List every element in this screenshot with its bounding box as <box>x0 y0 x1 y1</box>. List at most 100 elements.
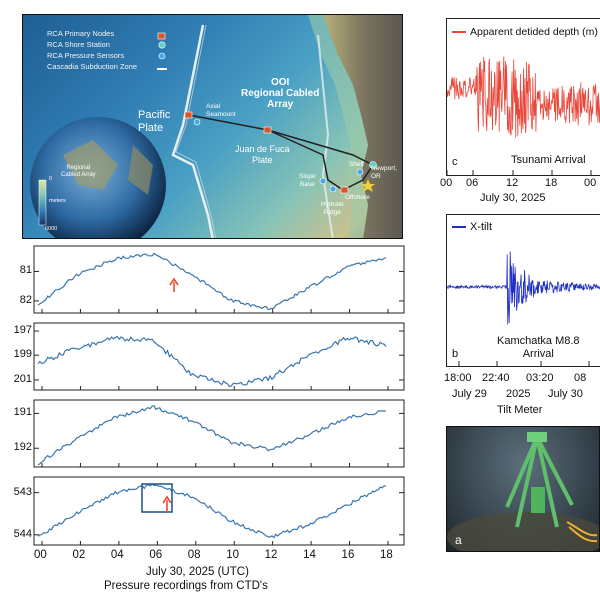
legend-subduction-zone: Cascadia Subduction Zone <box>47 62 138 71</box>
tilt-plot <box>446 251 600 366</box>
tsunami-panel-letter: c <box>452 156 458 168</box>
legend-shore-station: RCA Shore Station <box>47 40 110 49</box>
map-graphic <box>30 15 402 238</box>
tilt-xtick-date: July 29 <box>452 388 487 400</box>
primary-node-icon <box>157 32 166 40</box>
jdf-line-2: Plate <box>252 155 273 165</box>
pacific-line-2: Plate <box>138 122 164 134</box>
tripod-graphic <box>447 432 599 551</box>
shelf-label: Shelf <box>349 161 364 168</box>
colorbar-min: 0 <box>49 176 53 182</box>
axial-line-2: Seamount <box>206 111 236 118</box>
pressure-panel-frame <box>33 322 405 391</box>
tilt-panel-letter: b <box>452 348 459 360</box>
tsunami-legend: Apparent detided depth (m) <box>452 26 598 38</box>
axial-line-1: Axial <box>206 103 221 110</box>
hydrate-ridge-label: Hydrate Ridge <box>321 201 344 217</box>
pressure-series-line <box>37 335 387 388</box>
pacific-plate-label: Pacific Plate <box>138 109 170 135</box>
tilt-caption: Tilt Meter <box>497 404 543 416</box>
tsunami-xtick-label: 18 <box>545 177 558 189</box>
ooi-map: RCA Primary Nodes RCA Shore Station RCA … <box>22 14 403 239</box>
tsunami-marker-arrow <box>169 277 179 292</box>
pressure-ytick-label: 201 <box>13 372 32 385</box>
newport-line-2: OR <box>371 173 381 180</box>
map-title-line-1: OOI <box>271 77 290 88</box>
tilt-legend-swatch <box>452 226 466 229</box>
tsunami-xtick-label: 06 <box>466 177 479 189</box>
tilt-legend: X-tilt <box>452 221 492 233</box>
tilt-label-line-2: Arrival <box>522 348 554 360</box>
slope-line-1: Slope <box>299 173 316 180</box>
newport-label: Newport, OR <box>371 165 397 181</box>
pressure-xtick-label: 04 <box>110 549 124 561</box>
coastline-land <box>323 15 402 238</box>
pressure-series-line <box>37 252 387 311</box>
zoom-box <box>141 483 173 513</box>
pressure-ytick-label: 191 <box>13 406 32 419</box>
map-title-line-2: Regional Cabled <box>241 88 320 99</box>
shelf-shallows <box>308 15 368 238</box>
tilt-xtick-label: 03:20 <box>526 372 554 384</box>
slope-base-label: Slope Base <box>299 173 316 189</box>
pressure-caption: Pressure recordings from CTD's <box>104 580 268 592</box>
tilt-legend-label: X-tilt <box>470 221 492 233</box>
jdf-line-1: Juan de Fuca <box>235 144 290 154</box>
tilt-arrival-label: Kamchatka M8.8 Arrival <box>497 335 580 361</box>
tsunami-plot <box>446 56 600 175</box>
pressure-ytick-label: 199 <box>13 348 32 361</box>
colorbar-unit: meters <box>49 198 66 204</box>
jdf-plate-label: Juan de Fuca Plate <box>235 144 290 166</box>
pacific-line-1: Pacific <box>138 109 171 121</box>
slope-line-2: Base <box>299 181 315 188</box>
pressure-xtick-label: 06 <box>149 549 163 561</box>
hydrate-line-2: Ridge <box>323 209 341 216</box>
inset-line-2: Cabled Array <box>61 172 96 178</box>
offshore-label: Offshore <box>345 194 370 201</box>
tilt-xtick-label: 08 <box>574 372 587 384</box>
map-title: OOI Regional Cabled Array <box>241 77 319 110</box>
pressure-panel-frame <box>33 399 405 468</box>
hydrate-line-1: Hydrate <box>321 201 344 208</box>
tilt-xtick-date: 2025 <box>506 388 531 400</box>
tsunami-xtick-label: 00 <box>584 177 597 189</box>
tsunami-xlabel: July 30, 2025 <box>480 192 546 204</box>
tsunami-panel: Apparent detided depth (m) c Tsunami Arr… <box>446 18 600 176</box>
legend-primary-nodes: RCA Primary Nodes <box>47 29 115 38</box>
pressure-xtick-label: 14 <box>303 549 316 561</box>
tsunami-legend-swatch <box>452 31 466 34</box>
pressure-panel-frame <box>33 245 405 314</box>
pressure-ytick-label: 544 <box>13 527 32 540</box>
tsunami-xtick-label: 12 <box>506 177 519 189</box>
tilt-series-line <box>446 251 600 325</box>
pressure-xtick-label: 10 <box>226 549 240 561</box>
shore-station-icon <box>158 41 166 49</box>
pressure-ytick-label: 197 <box>13 324 32 337</box>
tilt-xtick-label: 22:40 <box>482 372 510 384</box>
pressure-xtick-label: 02 <box>72 549 86 561</box>
tilt-label-line-1: Kamchatka M8.8 <box>497 335 580 347</box>
newport-line-1: Newport, <box>371 165 398 172</box>
pressure-ytick-label: 192 <box>13 441 32 454</box>
pressure-series-line <box>37 483 387 539</box>
inset-label: Regional Cabled Array <box>61 165 96 179</box>
pressure-xtick-label: 16 <box>341 549 355 561</box>
pressure-panel-frame <box>33 476 405 546</box>
pressure-charts <box>33 245 405 546</box>
colorbar-max: 6000 <box>45 226 58 232</box>
pressure-series-line <box>37 405 387 466</box>
pressure-xlabel: July 30, 2025 (UTC) <box>146 566 249 578</box>
tilt-panel: X-tilt b Kamchatka M8.8 Arrival <box>446 214 600 367</box>
tsunami-legend-label: Apparent detided depth (m) <box>470 26 598 38</box>
tilt-meter-photo: a <box>446 426 600 552</box>
map-legend: RCA Primary Nodes RCA Shore Station RCA … <box>47 28 137 72</box>
photo-panel-letter: a <box>455 533 462 547</box>
pressure-xtick-label: 00 <box>34 549 47 561</box>
tilt-xtick-label: 18:00 <box>444 372 472 384</box>
axial-seamount-label: Axial Seamount <box>206 103 236 119</box>
tsunami-xtick-label: 00 <box>440 177 453 189</box>
axial-marker-arrow <box>162 495 172 512</box>
pressure-ytick-label: 81 <box>19 264 32 277</box>
pressure-xtick-label: 18 <box>380 549 393 561</box>
legend-pressure-sensors: RCA Pressure Sensors <box>47 51 125 60</box>
